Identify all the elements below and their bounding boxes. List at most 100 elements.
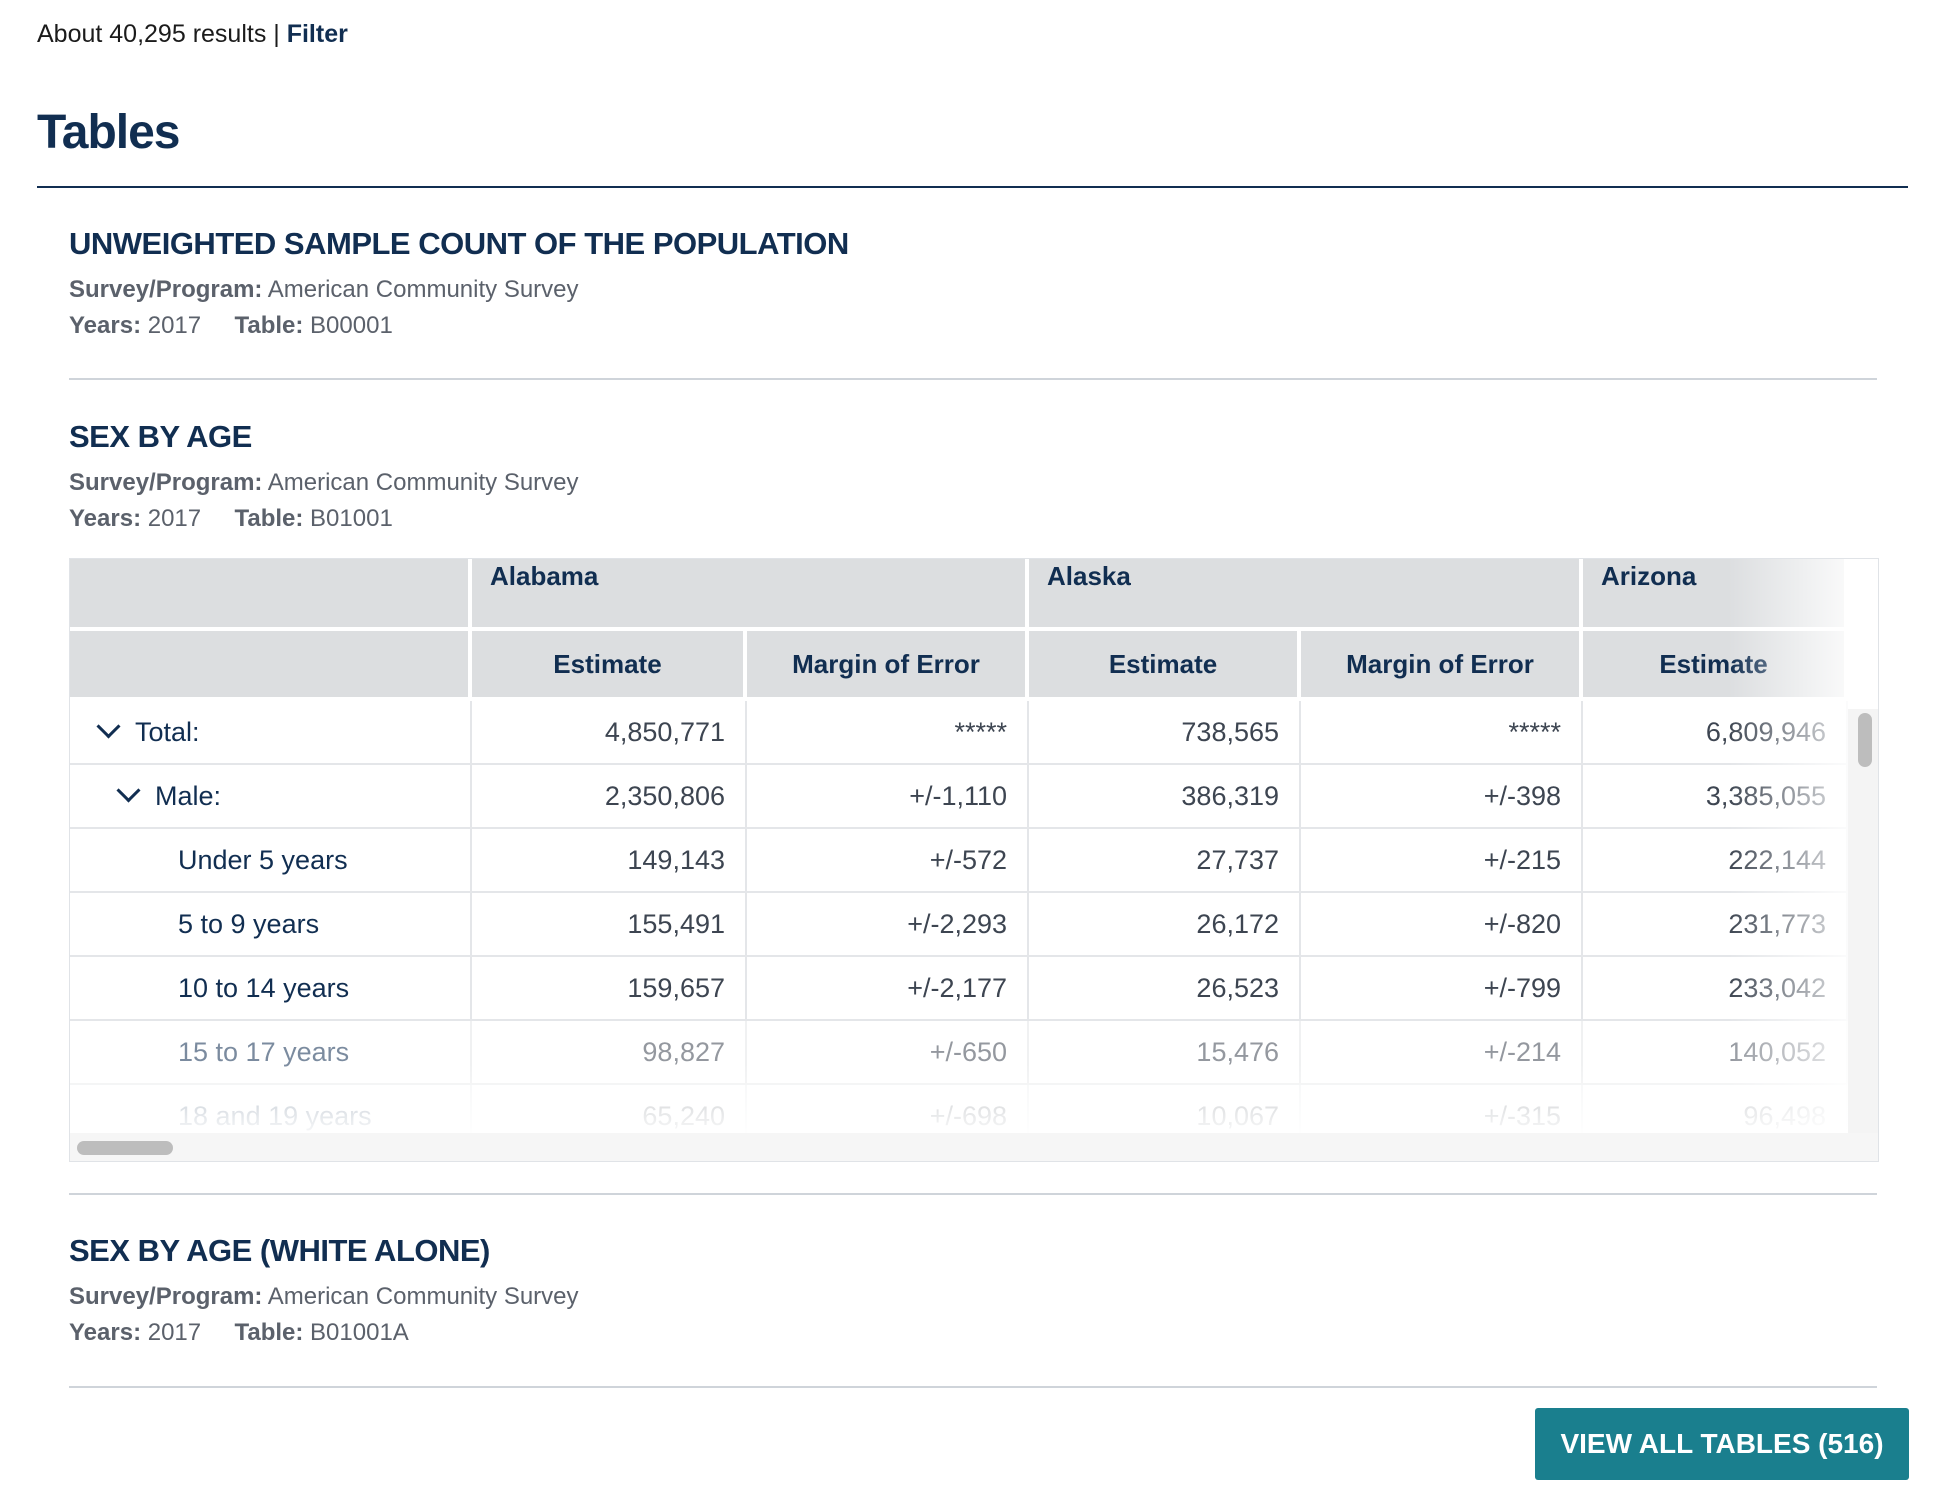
- table-cell: +/-1,110: [747, 765, 1030, 829]
- column-subheader: Estimate: [1029, 631, 1302, 701]
- table-id: B01001: [310, 505, 393, 532]
- table-cell: +/-650: [747, 1021, 1030, 1085]
- result-title-link[interactable]: UNWEIGHTED SAMPLE COUNT OF THE POPULATIO…: [69, 226, 849, 261]
- result-item: SEX BY AGE Survey/Program: American Comm…: [69, 419, 1877, 537]
- years-value: 2017: [147, 505, 202, 532]
- table-cell: 386,319: [1029, 765, 1302, 829]
- row-label: 15 to 17 years: [70, 1021, 472, 1085]
- survey-label: Survey/Program:: [69, 276, 263, 303]
- table-cell: +/-2,293: [747, 893, 1030, 957]
- vertical-scrollbar[interactable]: [1848, 709, 1878, 1133]
- table-id: B00001: [310, 312, 393, 339]
- result-meta-survey: Survey/Program: American Community Surve…: [69, 272, 1877, 308]
- column-header-state: Alabama: [472, 559, 1030, 631]
- table-cell: 10,067: [1029, 1085, 1302, 1133]
- data-table: Alabama Alaska Arizona Estimate Margin o…: [70, 559, 1848, 1133]
- result-meta-years: Years: 2017 Table: B00001: [69, 308, 1877, 344]
- column-subheader: Margin of Error: [747, 631, 1030, 701]
- table-preview-grid: Alabama Alaska Arizona Estimate Margin o…: [70, 559, 1848, 1133]
- result-meta-years: Years: 2017 Table: B01001: [69, 501, 1877, 537]
- table-row: Under 5 years 149,143 +/-572 27,737 +/-2…: [70, 829, 1848, 893]
- table-cell: +/-698: [747, 1085, 1030, 1133]
- table-cell: 231,773: [1583, 893, 1848, 957]
- table-cell: 222,144: [1583, 829, 1848, 893]
- table-cell: 65,240: [472, 1085, 747, 1133]
- table-cell: 149,143: [472, 829, 747, 893]
- table-row: 10 to 14 years 159,657 +/-2,177 26,523 +…: [70, 957, 1848, 1021]
- table-label: Table:: [234, 312, 304, 339]
- table-row: Male: 2,350,806 +/-1,110 386,319 +/-398 …: [70, 765, 1848, 829]
- chevron-down-icon[interactable]: [116, 777, 141, 803]
- table-cell: 26,172: [1029, 893, 1302, 957]
- table-row: 15 to 17 years 98,827 +/-650 15,476 +/-2…: [70, 1021, 1848, 1085]
- result-item: UNWEIGHTED SAMPLE COUNT OF THE POPULATIO…: [69, 226, 1877, 344]
- result-meta-years: Years: 2017 Table: B01001A: [69, 1315, 1877, 1351]
- table-cell: +/-799: [1301, 957, 1584, 1021]
- table-cell: 6,809,946: [1583, 701, 1848, 765]
- table-cell: +/-315: [1301, 1085, 1584, 1133]
- row-label-cell: Total:: [70, 701, 472, 765]
- table-row: 5 to 9 years 155,491 +/-2,293 26,172 +/-…: [70, 893, 1848, 957]
- table-row: Total: 4,850,771 ***** 738,565 ***** 6,8…: [70, 701, 1848, 765]
- result-meta-survey: Survey/Program: American Community Surve…: [69, 1279, 1877, 1315]
- survey-label: Survey/Program:: [69, 1283, 263, 1310]
- table-row: 18 and 19 years 65,240 +/-698 10,067 +/-…: [70, 1085, 1848, 1133]
- table-cell: 155,491: [472, 893, 747, 957]
- table-cell: 26,523: [1029, 957, 1302, 1021]
- row-label: Total:: [135, 716, 200, 747]
- table-preview[interactable]: Alabama Alaska Arizona Estimate Margin o…: [69, 558, 1879, 1162]
- column-header-state: Arizona: [1583, 559, 1848, 631]
- column-subheader: Estimate: [1583, 631, 1848, 701]
- table-cell: *****: [1301, 701, 1584, 765]
- column-subheader: Estimate: [472, 631, 747, 701]
- chevron-down-icon[interactable]: [96, 713, 121, 739]
- survey-value: American Community Survey: [267, 276, 579, 303]
- years-label: Years:: [69, 312, 142, 339]
- years-value: 2017: [147, 1319, 202, 1346]
- view-all-tables-button[interactable]: VIEW ALL TABLES (516): [1535, 1408, 1909, 1480]
- results-count: About 40,295 results |: [37, 20, 280, 48]
- row-label: 5 to 9 years: [70, 893, 472, 957]
- result-meta-survey: Survey/Program: American Community Surve…: [69, 465, 1877, 501]
- table-cell: +/-214: [1301, 1021, 1584, 1085]
- result-divider: [69, 378, 1877, 380]
- section-divider: [37, 186, 1908, 188]
- table-cell: +/-2,177: [747, 957, 1030, 1021]
- results-summary: About 40,295 results | Filter: [37, 20, 348, 49]
- table-cell: 140,052: [1583, 1021, 1848, 1085]
- row-label: Under 5 years: [70, 829, 472, 893]
- row-label: 18 and 19 years: [70, 1085, 472, 1133]
- table-cell: 27,737: [1029, 829, 1302, 893]
- row-label: Male:: [155, 780, 222, 811]
- table-cell: +/-215: [1301, 829, 1584, 893]
- result-title-link[interactable]: SEX BY AGE (WHITE ALONE): [69, 1233, 490, 1268]
- row-label: 10 to 14 years: [70, 957, 472, 1021]
- table-label: Table:: [234, 1319, 304, 1346]
- table-cell: 159,657: [472, 957, 747, 1021]
- table-cell: 3,385,055: [1583, 765, 1848, 829]
- column-header-state: Alaska: [1029, 559, 1584, 631]
- table-label: Table:: [234, 505, 304, 532]
- filter-link[interactable]: Filter: [286, 20, 348, 48]
- survey-value: American Community Survey: [267, 469, 579, 496]
- years-value: 2017: [147, 312, 202, 339]
- table-cell: +/-820: [1301, 893, 1584, 957]
- table-id: B01001A: [310, 1319, 409, 1346]
- years-label: Years:: [69, 1319, 142, 1346]
- corner-header: [70, 631, 472, 701]
- row-label-cell: Male:: [70, 765, 472, 829]
- table-cell: 15,476: [1029, 1021, 1302, 1085]
- result-title-link[interactable]: SEX BY AGE: [69, 419, 252, 454]
- horizontal-scrollbar[interactable]: [70, 1133, 1878, 1161]
- table-cell: 233,042: [1583, 957, 1848, 1021]
- table-cell: 2,350,806: [472, 765, 747, 829]
- result-divider: [69, 1386, 1877, 1388]
- vertical-scrollbar-thumb[interactable]: [1858, 713, 1872, 767]
- survey-label: Survey/Program:: [69, 469, 263, 496]
- table-cell: +/-572: [747, 829, 1030, 893]
- table-cell: 4,850,771: [472, 701, 747, 765]
- survey-value: American Community Survey: [267, 1283, 579, 1310]
- horizontal-scrollbar-thumb[interactable]: [77, 1141, 173, 1155]
- years-label: Years:: [69, 505, 142, 532]
